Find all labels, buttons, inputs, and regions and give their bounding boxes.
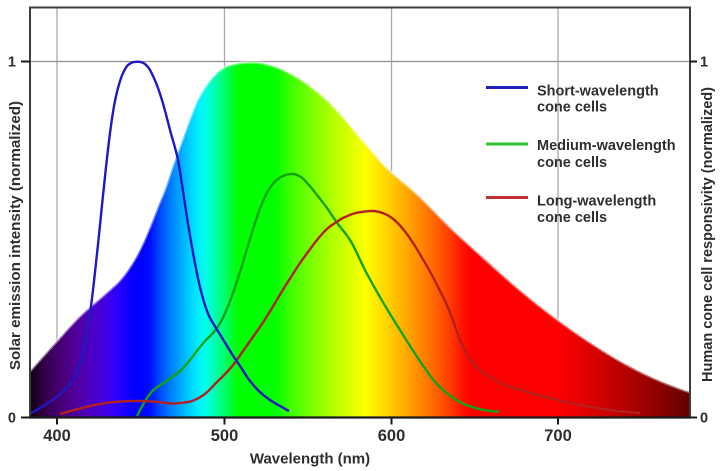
- svg-text:0: 0: [700, 411, 708, 427]
- svg-text:Human cone cell responsivity (: Human cone cell responsivity (normalized…: [700, 87, 716, 382]
- svg-text:1: 1: [700, 55, 708, 71]
- svg-text:600: 600: [378, 427, 406, 445]
- svg-text:cone cells: cone cells: [537, 210, 607, 226]
- svg-text:Long-wavelength: Long-wavelength: [537, 194, 656, 210]
- svg-text:500: 500: [211, 427, 239, 445]
- svg-text:700: 700: [544, 427, 572, 445]
- svg-text:400: 400: [43, 427, 71, 445]
- svg-text:cone cells: cone cells: [537, 100, 607, 116]
- svg-text:Medium-wavelength: Medium-wavelength: [537, 138, 676, 154]
- svg-text:1: 1: [8, 55, 16, 71]
- svg-text:Solar emission intensity (norm: Solar emission intensity (normalized): [7, 101, 24, 370]
- svg-text:Wavelength (nm): Wavelength (nm): [250, 451, 370, 468]
- svg-text:0: 0: [8, 411, 16, 427]
- svg-text:Short-wavelength: Short-wavelength: [537, 84, 659, 100]
- svg-text:cone cells: cone cells: [537, 155, 607, 171]
